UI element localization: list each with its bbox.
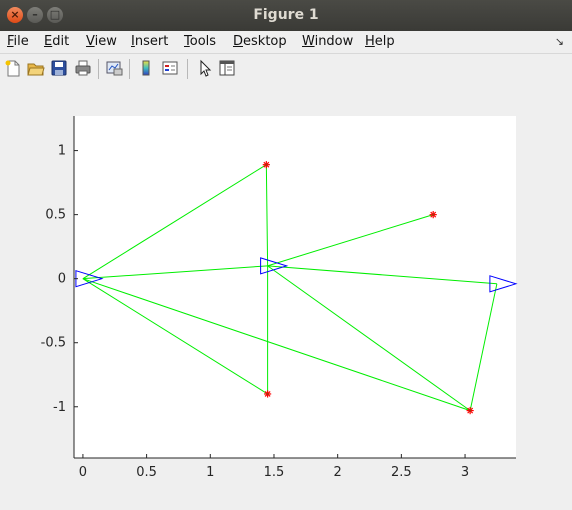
x-tick-label: 0.5: [136, 465, 157, 480]
target-marker: [429, 211, 437, 219]
menu-window[interactable]: Window: [302, 34, 353, 49]
maximize-window-button[interactable]: □: [47, 7, 63, 23]
target-center: [266, 392, 269, 395]
menu-insert-mnemonic: I: [131, 34, 135, 49]
target-center: [432, 213, 435, 216]
agent-marker: [489, 275, 518, 293]
x-tick-label: 2.5: [391, 465, 412, 480]
axes-background: [74, 116, 516, 458]
menu-bar: File Edit View Insert Tools Desktop Wind…: [0, 31, 572, 53]
edge-line: [267, 265, 497, 285]
target-center: [265, 163, 268, 166]
plot-area[interactable]: 0 0.5 1 1.5 2 2.5 3 1 0.5 0 -0.5 -1: [0, 84, 572, 506]
y-tick-label: -1: [53, 400, 66, 415]
toolbar: [0, 53, 572, 85]
toolbar-separator: [187, 59, 188, 79]
edge-line: [82, 278, 268, 395]
menu-file-mnemonic: F: [7, 34, 14, 49]
edge-line: [82, 164, 267, 280]
menu-tools-mnemonic: T: [184, 34, 190, 49]
property-inspector-icon[interactable]: [218, 59, 236, 77]
window-title: Figure 1: [253, 7, 319, 23]
menu-desktop-label: esktop: [243, 34, 287, 49]
menu-edit[interactable]: Edit: [44, 34, 69, 49]
menu-view-label: iew: [94, 34, 117, 49]
target-center: [469, 409, 472, 412]
close-window-button[interactable]: ×: [7, 7, 23, 23]
menu-edit-mnemonic: E: [44, 34, 53, 49]
menu-tools-label: ools: [189, 34, 217, 49]
x-tick-label: 0: [79, 465, 87, 480]
x-tick-label: 1.5: [264, 465, 285, 480]
y-tick-label: 0: [58, 272, 66, 287]
menu-insert-label: nsert: [134, 34, 169, 49]
y-tick-label: 1: [58, 144, 66, 159]
target-marker: [262, 161, 270, 169]
edge-line: [82, 278, 471, 412]
link-plot-icon[interactable]: [105, 59, 123, 77]
target-marker: [466, 407, 474, 415]
menu-file[interactable]: File: [7, 34, 29, 49]
menu-help-mnemonic: H: [365, 34, 375, 49]
print-icon[interactable]: [74, 59, 92, 77]
agent-marker: [260, 257, 289, 275]
x-tick-label: 2: [334, 465, 342, 480]
menu-overflow-arrow-icon[interactable]: ↘: [554, 35, 564, 48]
toolbar-separator: [129, 59, 130, 79]
figure-canvas: 0 0.5 1 1.5 2 2.5 3 1 0.5 0 -0.5 -1: [0, 84, 572, 506]
edge-line: [265, 164, 269, 266]
menu-desktop-mnemonic: D: [233, 34, 244, 49]
menu-desktop[interactable]: Desktop: [233, 34, 287, 49]
y-tick-label: 0.5: [45, 208, 66, 223]
menu-window-mnemonic: W: [302, 34, 315, 49]
menu-help-label: elp: [374, 34, 395, 49]
new-figure-icon[interactable]: [4, 59, 22, 77]
edge-line: [267, 265, 471, 412]
pointer-icon[interactable]: [195, 59, 213, 77]
save-icon[interactable]: [50, 59, 68, 77]
menu-edit-label: dit: [52, 34, 70, 49]
edges-layer: [82, 164, 498, 412]
menu-file-label: ile: [13, 34, 29, 49]
toolbar-separator: [98, 59, 99, 79]
menu-insert[interactable]: Insert: [131, 34, 168, 49]
menu-help[interactable]: Help: [365, 34, 395, 49]
menu-view[interactable]: View: [86, 34, 117, 49]
open-file-icon[interactable]: [27, 59, 45, 77]
targets-layer: [262, 161, 474, 415]
x-tick-label: 1: [206, 465, 214, 480]
colorbar-icon[interactable]: [137, 59, 155, 77]
legend-icon[interactable]: [161, 59, 179, 77]
menu-tools[interactable]: Tools: [184, 34, 216, 49]
edge-line: [469, 283, 498, 411]
edge-line: [82, 265, 268, 280]
menu-view-mnemonic: V: [86, 34, 95, 49]
title-bar: × – □ Figure 1: [0, 0, 572, 31]
target-marker: [264, 390, 272, 398]
y-tick-label: -0.5: [41, 336, 66, 351]
minimize-window-button[interactable]: –: [27, 7, 43, 23]
axis-layer: 0 0.5 1 1.5 2 2.5 3 1 0.5 0 -0.5 -1: [41, 116, 516, 480]
x-tick-label: 3: [461, 465, 469, 480]
edge-line: [267, 214, 434, 267]
menu-window-label: indow: [314, 34, 354, 49]
